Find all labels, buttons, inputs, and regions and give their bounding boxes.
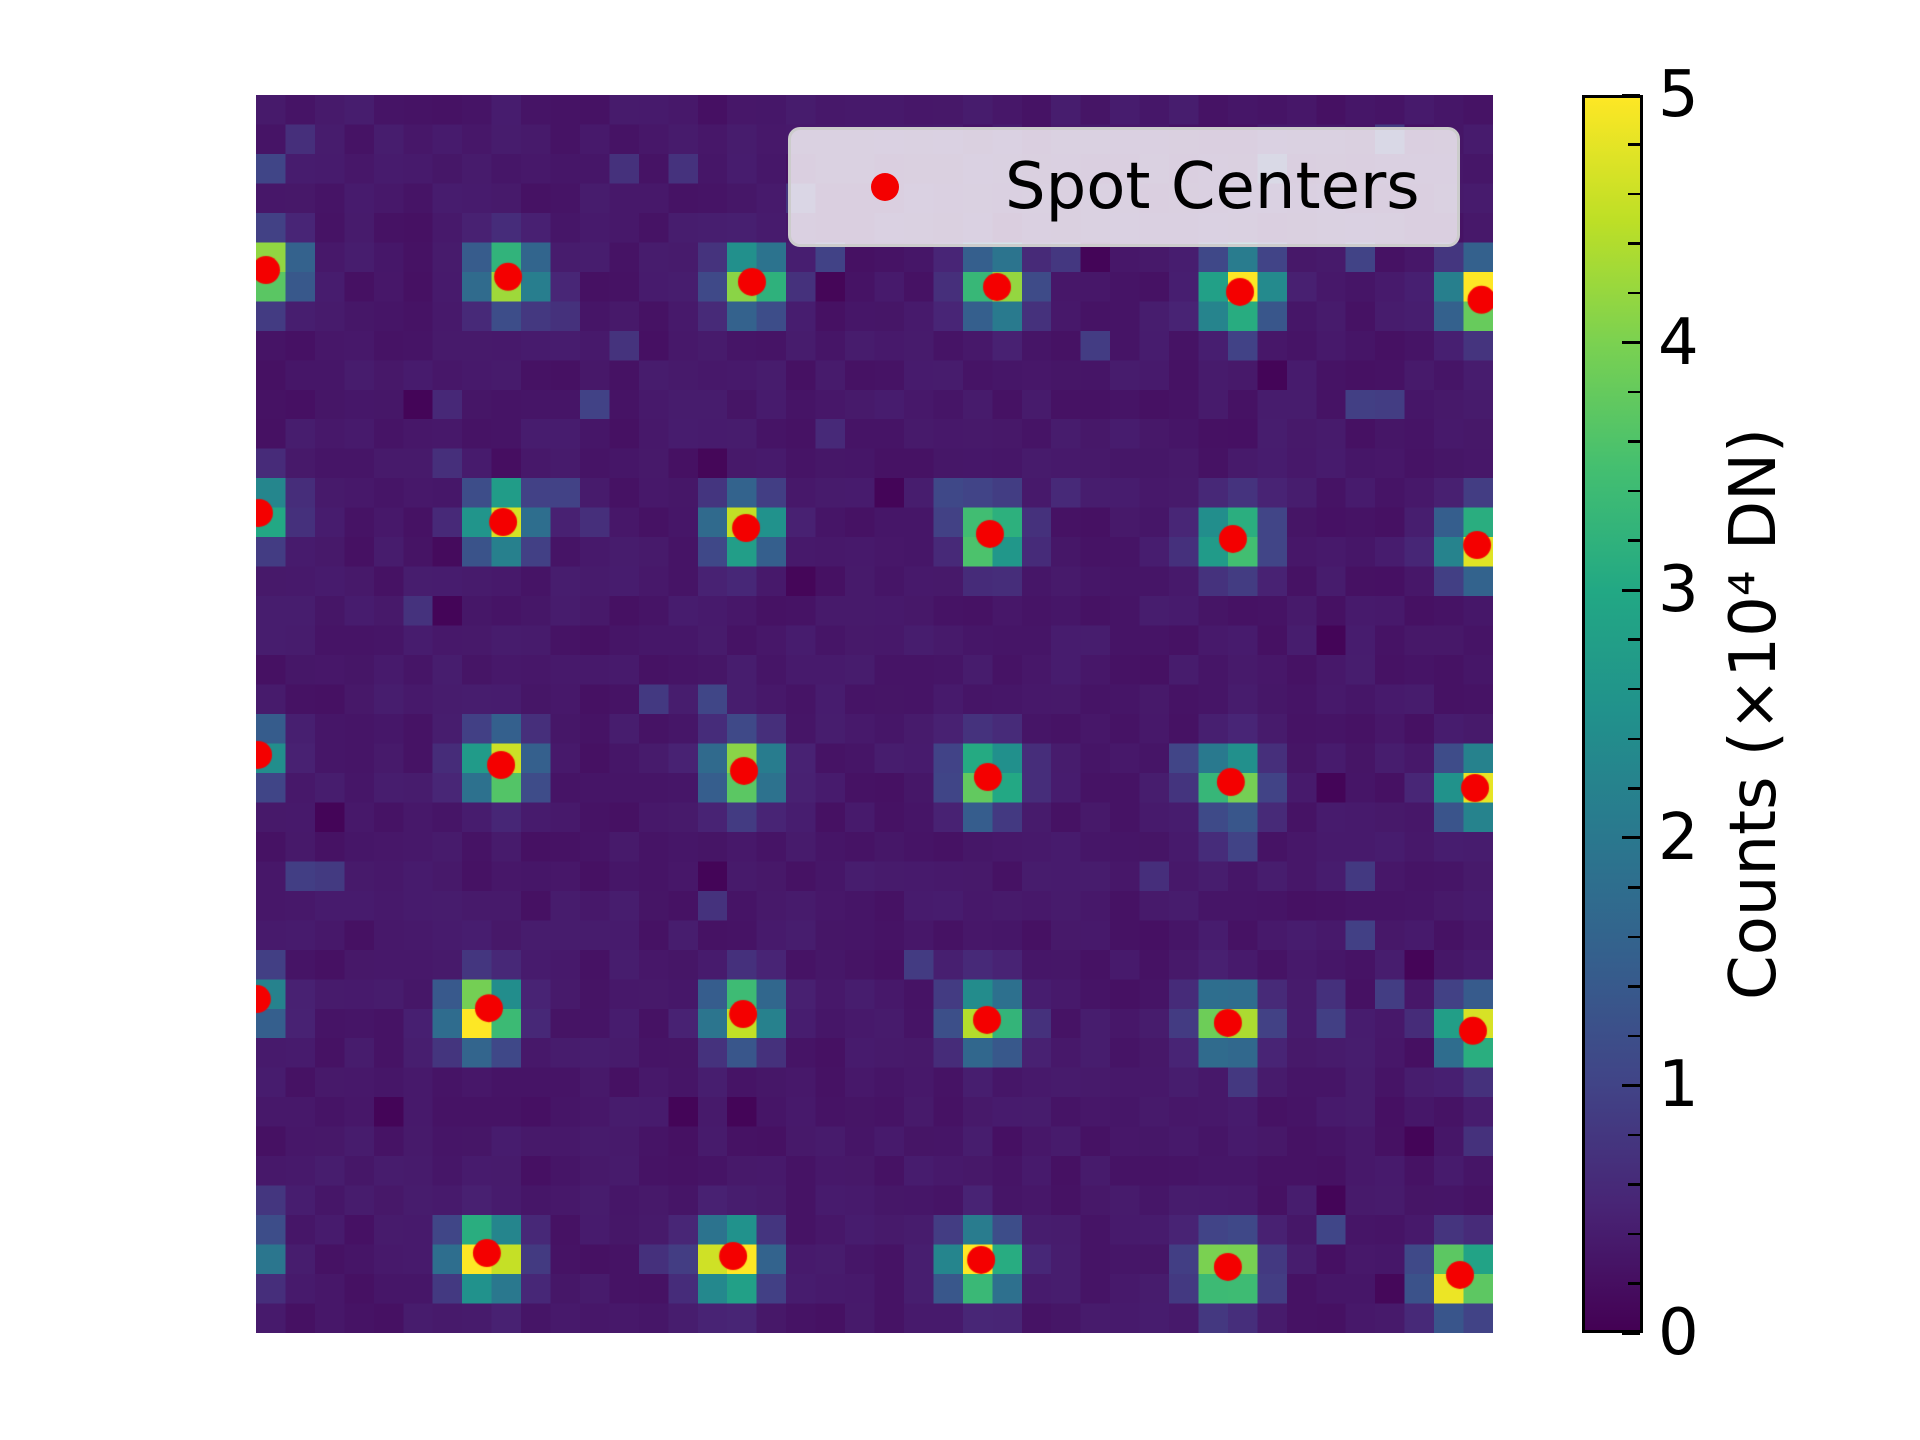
legend: Spot Centers bbox=[788, 127, 1460, 247]
colorbar-major-tick bbox=[1622, 1083, 1640, 1087]
colorbar-minor-tick bbox=[1628, 886, 1640, 889]
spot-centers-overlay bbox=[256, 95, 1493, 1333]
colorbar-minor-tick bbox=[1628, 1183, 1640, 1186]
colorbar-tick-label: 2 bbox=[1658, 800, 1699, 875]
colorbar-minor-tick bbox=[1628, 787, 1640, 790]
colorbar-tick-label: 4 bbox=[1658, 305, 1699, 380]
colorbar-minor-tick bbox=[1628, 192, 1640, 196]
colorbar-tick-label: 3 bbox=[1658, 553, 1699, 628]
colorbar-minor-tick bbox=[1628, 687, 1640, 691]
legend-label: Spot Centers bbox=[1005, 150, 1420, 224]
colorbar-minor-tick bbox=[1628, 737, 1640, 740]
colorbar-gradient bbox=[1582, 95, 1643, 1333]
colorbar-minor-tick bbox=[1628, 935, 1640, 939]
colorbar-minor-tick bbox=[1628, 440, 1640, 443]
colorbar-minor-tick bbox=[1628, 1034, 1640, 1038]
colorbar-tick-label: 1 bbox=[1658, 1048, 1699, 1123]
heatmap-plot bbox=[256, 95, 1493, 1333]
legend-red-dot-icon bbox=[871, 173, 899, 201]
colorbar-minor-tick bbox=[1628, 291, 1640, 295]
colorbar-tick-label: 0 bbox=[1658, 1296, 1699, 1370]
colorbar-tick-label: 5 bbox=[1658, 58, 1699, 132]
colorbar-label: Counts (×10⁴ DN) bbox=[1717, 428, 1791, 1000]
colorbar-minor-tick bbox=[1628, 985, 1640, 988]
colorbar-minor-tick bbox=[1628, 242, 1640, 245]
colorbar-minor-tick bbox=[1628, 390, 1640, 394]
colorbar-major-tick bbox=[1622, 836, 1640, 840]
colorbar-minor-tick bbox=[1628, 1133, 1640, 1137]
colorbar-major-tick bbox=[1622, 1331, 1640, 1335]
colorbar-minor-tick bbox=[1628, 1232, 1640, 1236]
colorbar-major-tick bbox=[1622, 93, 1640, 97]
colorbar-minor-tick bbox=[1628, 143, 1640, 146]
colorbar-minor-tick bbox=[1628, 539, 1640, 542]
colorbar-minor-tick bbox=[1628, 489, 1640, 493]
colorbar-major-tick bbox=[1622, 588, 1640, 592]
colorbar-major-tick bbox=[1622, 341, 1640, 345]
colorbar-minor-tick bbox=[1628, 638, 1640, 641]
colorbar-minor-tick bbox=[1628, 1282, 1640, 1285]
